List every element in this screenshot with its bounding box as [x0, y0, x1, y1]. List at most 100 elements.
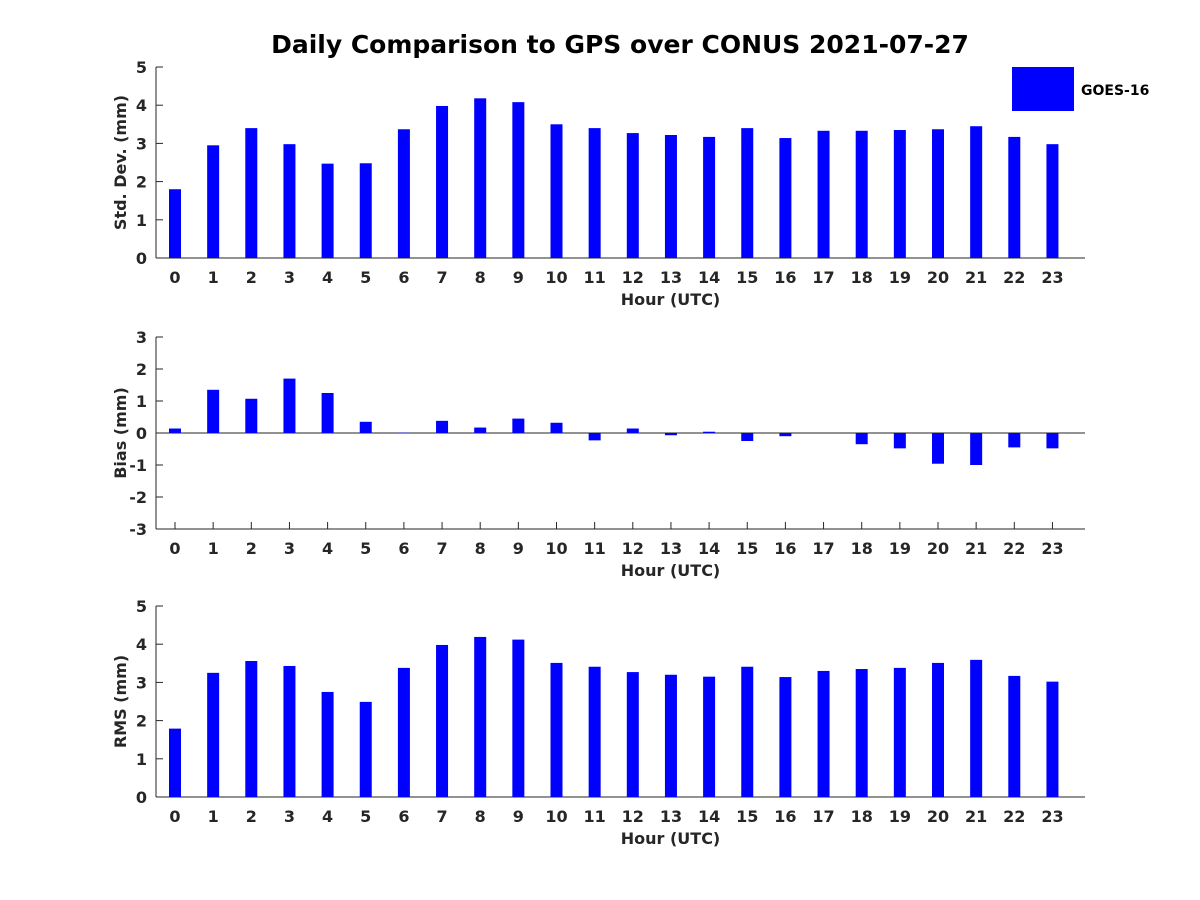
y-tick-label: 4	[136, 96, 147, 115]
x-tick-label: 21	[965, 268, 987, 287]
x-tick-label: 10	[545, 807, 567, 826]
x-tick-label: 11	[584, 807, 606, 826]
bar	[169, 189, 181, 258]
x-tick-label: 16	[774, 807, 796, 826]
bar	[626, 428, 639, 433]
bar	[397, 129, 410, 258]
bar	[550, 422, 563, 433]
bar	[779, 677, 792, 797]
x-tick-label: 19	[889, 268, 911, 287]
y-tick-label: 2	[136, 712, 147, 731]
bar	[550, 662, 563, 797]
x-tick-label: 21	[965, 807, 987, 826]
bar	[1046, 433, 1059, 449]
bar	[703, 676, 716, 797]
x-tick-label: 11	[584, 539, 606, 558]
bar	[741, 666, 754, 797]
x-tick-label: 3	[284, 807, 295, 826]
y-tick-label: 3	[136, 673, 147, 692]
bar	[932, 433, 944, 464]
y-tick-label: 5	[136, 597, 147, 616]
x-tick-label: 17	[812, 807, 834, 826]
x-tick-label: 22	[1003, 268, 1025, 287]
bar	[436, 105, 449, 259]
y-tick-label: 3	[136, 134, 147, 153]
legend: GOES-16	[1012, 67, 1149, 111]
bar	[779, 138, 792, 258]
bar	[397, 667, 410, 797]
bar	[893, 667, 906, 797]
x-tick-label: 5	[360, 539, 371, 558]
bar	[283, 144, 296, 258]
bar	[855, 433, 868, 445]
x-tick-label: 4	[322, 539, 333, 558]
x-tick-label: 0	[169, 807, 180, 826]
bar	[397, 432, 410, 434]
bar	[245, 398, 258, 433]
bar	[512, 418, 525, 433]
x-tick-label: 6	[398, 807, 409, 826]
bar	[169, 728, 181, 797]
x-tick-label: 23	[1041, 268, 1063, 287]
legend-swatch	[1012, 67, 1074, 111]
x-tick-label: 12	[622, 268, 644, 287]
x-tick-label: 12	[622, 807, 644, 826]
x-tick-label: 13	[660, 268, 682, 287]
bar	[588, 666, 601, 797]
x-tick-label: 23	[1041, 807, 1063, 826]
x-tick-label: 1	[208, 268, 219, 287]
y-tick-label: 0	[136, 249, 147, 268]
y-tick-label: 3	[136, 328, 147, 347]
bar	[588, 433, 601, 441]
x-tick-label: 7	[436, 539, 447, 558]
y-axis-label: Std. Dev. (mm)	[111, 95, 130, 230]
x-tick-label: 4	[322, 268, 333, 287]
bar	[588, 128, 601, 258]
x-tick-label: 6	[398, 268, 409, 287]
bar	[741, 128, 754, 258]
bar	[436, 644, 449, 797]
y-tick-label: -3	[129, 520, 147, 539]
x-tick-label: 5	[360, 807, 371, 826]
bar	[664, 433, 677, 436]
x-tick-label: 18	[851, 807, 873, 826]
x-axis-label: Hour (UTC)	[621, 561, 721, 580]
bar	[321, 393, 334, 433]
x-tick-label: 8	[475, 268, 486, 287]
y-tick-label: 5	[136, 58, 147, 77]
x-tick-label: 0	[169, 268, 180, 287]
bar	[550, 124, 563, 258]
bar	[626, 133, 639, 258]
y-axis-label: Bias (mm)	[111, 387, 130, 479]
chart-title: Daily Comparison to GPS over CONUS 2021-…	[271, 30, 969, 59]
x-tick-label: 2	[246, 539, 257, 558]
y-tick-label: 4	[136, 635, 147, 654]
x-tick-label: 12	[622, 539, 644, 558]
bar	[245, 128, 258, 258]
bar	[855, 130, 868, 258]
bar	[779, 433, 792, 437]
bar	[207, 672, 220, 797]
x-tick-label: 15	[736, 807, 758, 826]
x-tick-label: 9	[513, 539, 524, 558]
x-tick-label: 18	[851, 268, 873, 287]
bar	[474, 636, 487, 797]
x-tick-label: 8	[475, 807, 486, 826]
bar	[817, 670, 830, 797]
bar	[474, 427, 487, 433]
bar	[703, 136, 716, 258]
bar	[512, 102, 525, 258]
x-tick-label: 11	[584, 268, 606, 287]
x-tick-label: 1	[208, 807, 219, 826]
x-tick-label: 5	[360, 268, 371, 287]
bar	[1046, 681, 1059, 797]
bar	[1008, 136, 1021, 258]
x-tick-label: 10	[545, 539, 567, 558]
bar	[436, 420, 449, 433]
x-tick-label: 9	[513, 807, 524, 826]
x-tick-label: 6	[398, 539, 409, 558]
bar	[741, 433, 754, 441]
legend-label: GOES-16	[1081, 83, 1149, 99]
